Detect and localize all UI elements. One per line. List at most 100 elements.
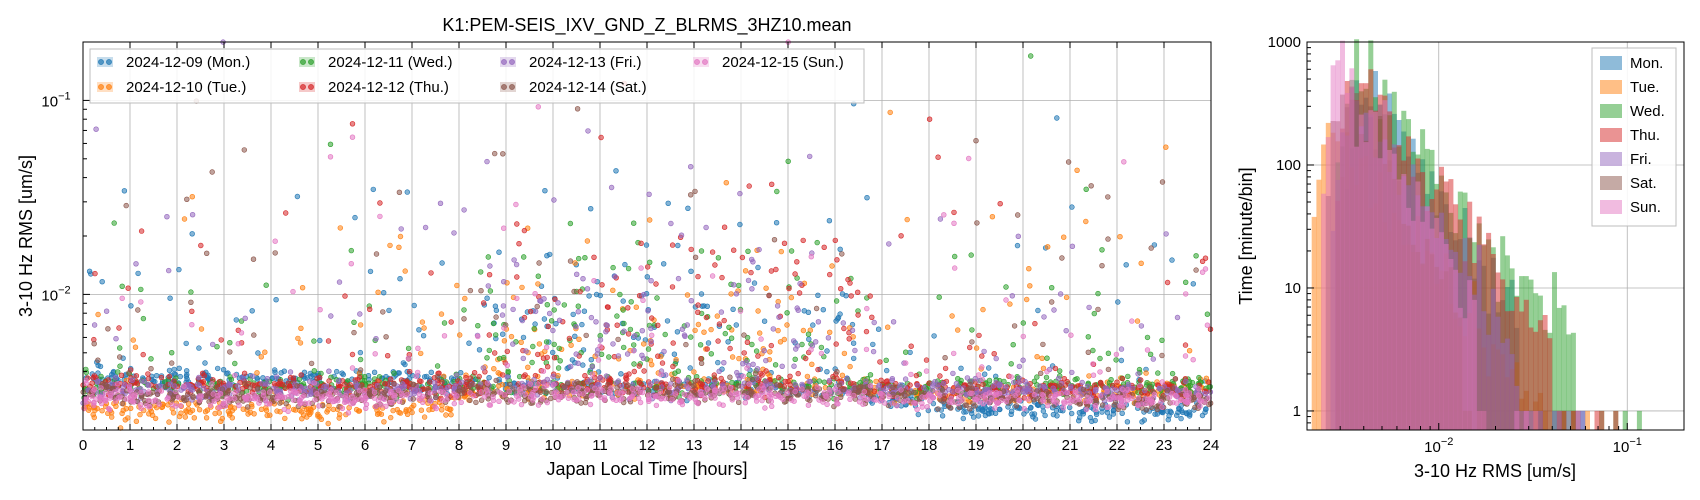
scatter-point bbox=[847, 363, 853, 370]
scatter-point bbox=[1027, 53, 1034, 59]
scatter-point bbox=[1199, 269, 1206, 275]
scatter-point bbox=[660, 261, 667, 267]
scatter-point bbox=[294, 193, 301, 200]
scatter-point bbox=[773, 393, 779, 399]
scatter-point bbox=[117, 363, 123, 369]
scatter-point bbox=[1113, 357, 1119, 363]
scatter-point bbox=[1159, 179, 1166, 185]
scatter-point bbox=[120, 407, 127, 413]
scatter-point bbox=[614, 384, 620, 391]
scatter-point bbox=[1164, 388, 1170, 394]
scatter-point bbox=[551, 307, 557, 313]
scatter-point bbox=[754, 366, 761, 372]
scatter-point bbox=[1147, 351, 1154, 357]
scatter-point bbox=[1057, 291, 1064, 297]
scatter-point bbox=[153, 373, 160, 379]
scatter-point bbox=[1199, 258, 1206, 264]
scatter-point bbox=[648, 338, 654, 345]
scatter-point bbox=[132, 344, 139, 350]
scatter-point bbox=[1084, 383, 1091, 389]
scatter-point bbox=[466, 340, 472, 346]
scatter-point bbox=[951, 209, 957, 216]
scatter-point bbox=[1125, 373, 1131, 380]
scatter-point bbox=[383, 403, 389, 409]
scatter-point bbox=[381, 290, 387, 296]
scatter-point bbox=[795, 370, 801, 377]
scatter-point bbox=[1032, 320, 1038, 327]
scatter-point bbox=[911, 400, 917, 406]
scatter-point bbox=[657, 389, 663, 395]
scatter-point bbox=[730, 306, 736, 312]
scatter-point bbox=[776, 314, 782, 320]
scatter-point bbox=[527, 308, 534, 315]
scatter-point bbox=[653, 281, 659, 287]
scatter-point bbox=[438, 311, 445, 317]
scatter-point bbox=[305, 406, 312, 412]
scatter-point bbox=[196, 382, 203, 389]
scatter-point bbox=[567, 220, 574, 227]
scatter-point bbox=[814, 384, 820, 390]
scatter-point bbox=[278, 370, 284, 376]
scatter-point bbox=[585, 128, 591, 134]
scatter-point bbox=[520, 254, 527, 260]
scatter-point bbox=[316, 403, 322, 409]
scatter-point bbox=[691, 369, 697, 375]
scatter-point bbox=[687, 192, 694, 198]
scatter-point bbox=[1182, 291, 1189, 297]
scatter-point bbox=[1044, 244, 1051, 250]
scatter-point bbox=[796, 290, 803, 296]
scatter-point bbox=[688, 268, 694, 274]
scatter-point bbox=[202, 360, 208, 366]
scatter-point bbox=[1079, 379, 1085, 386]
scatter-point bbox=[923, 368, 930, 374]
scatter-point bbox=[1013, 403, 1019, 409]
scatter-point bbox=[245, 404, 251, 410]
scatter-point bbox=[775, 327, 781, 334]
scatter-point bbox=[788, 248, 795, 254]
scatter-point bbox=[232, 360, 238, 367]
scatter-point bbox=[695, 321, 702, 328]
scatter-point bbox=[687, 395, 693, 401]
scatter-point bbox=[867, 372, 874, 378]
scatter-point bbox=[166, 267, 172, 274]
scatter-point bbox=[483, 387, 490, 393]
scatter-point bbox=[519, 317, 526, 324]
scatter-point bbox=[418, 378, 424, 385]
scatter-point bbox=[189, 231, 195, 237]
scatter-point bbox=[878, 377, 884, 383]
scatter-point bbox=[1104, 404, 1110, 410]
scatter-point bbox=[183, 408, 189, 414]
scatter-point bbox=[799, 341, 805, 348]
scatter-point bbox=[283, 401, 289, 407]
scatter-point bbox=[241, 370, 248, 376]
scatter-point bbox=[939, 387, 946, 393]
scatter-point bbox=[877, 398, 883, 404]
scatter-point bbox=[645, 396, 652, 402]
scatter-point bbox=[851, 392, 857, 399]
scatter-point bbox=[510, 341, 516, 347]
scatter-point bbox=[496, 249, 502, 255]
scatter-point bbox=[1088, 183, 1094, 189]
scatter-point bbox=[779, 363, 785, 369]
scatter-point bbox=[739, 254, 746, 261]
scatter-point bbox=[144, 403, 150, 409]
scatter-point bbox=[285, 393, 292, 400]
scatter-point bbox=[169, 402, 176, 408]
scatter-point bbox=[806, 336, 812, 342]
scatter-point bbox=[553, 389, 560, 395]
scatter-point bbox=[448, 319, 454, 325]
scatter-point bbox=[178, 410, 184, 416]
scatter-legend-marker bbox=[501, 59, 507, 65]
scatter-point bbox=[653, 378, 660, 384]
scatter-point bbox=[480, 300, 487, 306]
scatter-point bbox=[1044, 355, 1050, 361]
scatter-point bbox=[1141, 387, 1148, 394]
scatter-point bbox=[671, 351, 678, 357]
scatter-point bbox=[1039, 391, 1045, 398]
scatter-point bbox=[1172, 376, 1179, 382]
scatter-point bbox=[741, 393, 747, 399]
scatter-point bbox=[705, 378, 711, 384]
scatter-point bbox=[349, 365, 356, 371]
scatter-point bbox=[950, 350, 957, 357]
scatter-point bbox=[367, 392, 373, 398]
